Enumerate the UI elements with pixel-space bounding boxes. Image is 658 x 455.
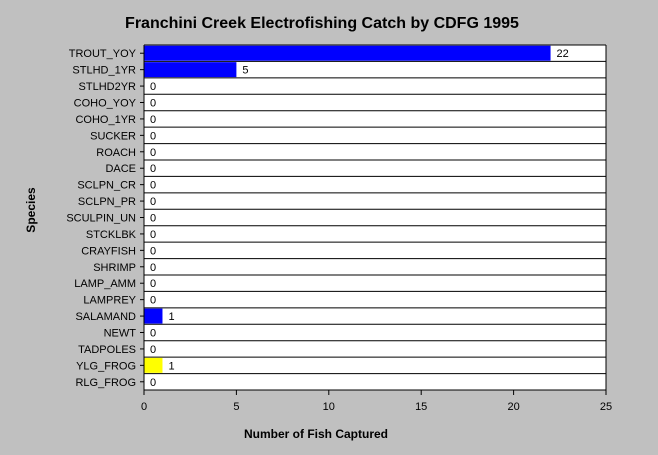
data-label: 0 (150, 262, 156, 274)
data-label: 0 (150, 344, 156, 356)
x-tick-label: 20 (507, 401, 519, 413)
category-label: SCLPN_CR (77, 180, 136, 192)
category-label: SHRIMP (93, 262, 136, 274)
data-label: 0 (150, 81, 156, 93)
grid-lines (140, 44, 607, 395)
bar (144, 308, 163, 324)
category-label: RLG_FROG (75, 377, 136, 389)
category-label: LAMPREY (83, 295, 136, 307)
data-label: 1 (168, 360, 174, 372)
category-label: COHO_1YR (75, 114, 136, 126)
category-label: DACE (105, 163, 136, 175)
x-tick-label: 25 (600, 401, 612, 413)
data-label: 0 (150, 98, 156, 110)
data-label: 5 (242, 65, 248, 77)
data-label: 0 (150, 328, 156, 340)
category-label: COHO_YOY (74, 98, 137, 110)
data-label: 0 (150, 245, 156, 257)
bar (144, 62, 237, 78)
category-label: ROACH (96, 147, 136, 159)
bars (144, 45, 551, 373)
x-tick-label: 0 (141, 401, 147, 413)
x-axis-title: Number of Fish Captured (244, 427, 388, 441)
data-label: 0 (150, 229, 156, 241)
category-label: SCLPN_PR (78, 196, 136, 208)
data-label: 0 (150, 196, 156, 208)
data-label: 0 (150, 295, 156, 307)
category-label: SALAMAND (75, 311, 136, 323)
bar (144, 45, 551, 61)
data-label: 0 (150, 130, 156, 142)
category-label: LAMP_AMM (74, 278, 136, 290)
category-label: SUCKER (90, 130, 136, 142)
bar (144, 357, 163, 373)
data-label: 0 (150, 213, 156, 225)
x-tick-label: 15 (415, 401, 427, 413)
x-tick-label: 10 (323, 401, 335, 413)
plot-area (144, 45, 606, 390)
category-label: TROUT_YOY (69, 48, 137, 60)
y-axis-title: Species (24, 187, 38, 233)
data-label: 0 (150, 163, 156, 175)
category-label: STLHD2YR (79, 81, 137, 93)
category-label: NEWT (104, 328, 137, 340)
category-label: STCKLBK (86, 229, 137, 241)
x-tick-label: 5 (233, 401, 239, 413)
data-label: 22 (557, 48, 569, 60)
category-label: CRAYFISH (81, 245, 136, 257)
data-label: 0 (150, 377, 156, 389)
data-label: 0 (150, 278, 156, 290)
data-label: 0 (150, 147, 156, 159)
labels: TROUT_YOY 22 STLHD_1YR 5 STLHD2YR 0 COHO_YOY 0 C… (66, 48, 612, 413)
category-label: YLG_FROG (76, 360, 136, 372)
chart-title: Franchini Creek Electrofishing Catch by … (125, 15, 519, 32)
category-label: TADPOLES (78, 344, 136, 356)
category-label: STLHD_1YR (72, 65, 136, 77)
data-label: 0 (150, 180, 156, 192)
data-label: 1 (168, 311, 174, 323)
data-label: 0 (150, 114, 156, 126)
category-label: SCULPIN_UN (66, 213, 136, 225)
